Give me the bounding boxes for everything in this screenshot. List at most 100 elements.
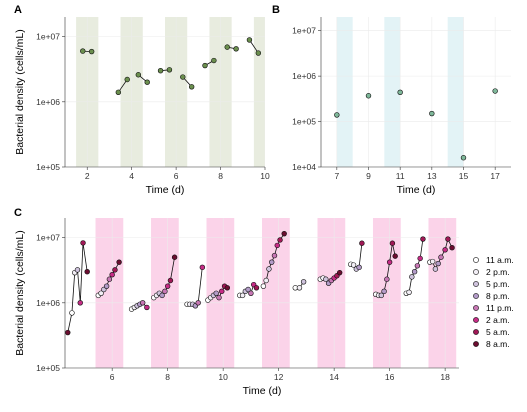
- y-tick-label: 1e+05: [36, 162, 60, 172]
- data-point: [274, 242, 280, 249]
- x-axis-title: Time (d): [243, 385, 282, 397]
- data-point: [269, 259, 275, 265]
- data-point: [442, 247, 448, 253]
- x-tick-label: 8: [218, 171, 223, 181]
- data-point: [365, 93, 372, 99]
- band: [336, 17, 353, 167]
- x-tick-label: 9: [366, 171, 371, 181]
- data-point: [411, 269, 418, 275]
- legend-marker: [473, 329, 479, 335]
- series-line: [406, 239, 424, 294]
- legend: 11 a.m. 2 p.m. 5 p.m. 8 p.m. 11 p.m. 2 a.m. 5 …: [473, 255, 514, 349]
- y-tick-label: 1e+07: [292, 26, 316, 36]
- data-point: [115, 89, 122, 95]
- data-point: [323, 276, 329, 282]
- data-point: [180, 74, 186, 80]
- data-point: [77, 300, 83, 306]
- legend-label: 2 p.m.: [486, 267, 510, 277]
- data-point: [429, 110, 435, 117]
- legend-label: 8 a.m.: [486, 339, 510, 349]
- band: [428, 218, 457, 368]
- legend-label: 11 a.m.: [486, 255, 514, 265]
- data-point: [164, 283, 171, 289]
- data-point: [109, 271, 115, 278]
- legend-label: 11 p.m.: [486, 303, 514, 313]
- data-point: [378, 292, 385, 299]
- data-point: [432, 266, 439, 272]
- data-point: [239, 292, 246, 299]
- plot-area: [65, 218, 459, 368]
- data-point: [224, 44, 230, 50]
- series-line: [187, 267, 203, 307]
- y-axis-title: Bacterial density (cells/mL): [14, 29, 26, 154]
- data-point: [144, 79, 150, 85]
- data-point: [103, 283, 110, 289]
- data-point: [253, 285, 260, 291]
- x-tick-label: 11: [396, 171, 405, 181]
- data-point: [277, 237, 283, 243]
- x-tick-label: 4: [129, 171, 134, 181]
- data-point: [233, 46, 239, 52]
- data-point: [384, 276, 390, 282]
- data-point: [296, 285, 303, 291]
- data-point: [263, 277, 269, 284]
- data-point: [417, 255, 423, 262]
- data-point: [199, 264, 206, 271]
- panel-label: B: [272, 4, 280, 16]
- y-tick-label: 1e+07: [36, 233, 60, 243]
- y-axis-title: Bacterial density (cells/mL): [14, 230, 26, 355]
- data-point: [80, 240, 86, 246]
- legend-marker: [473, 257, 479, 263]
- y-tick-label: 1e+04: [292, 162, 316, 172]
- legend-marker: [473, 317, 479, 323]
- data-point: [266, 266, 272, 272]
- legend-marker: [473, 305, 479, 311]
- data-point: [381, 288, 387, 295]
- y-tick-label: 1e+06: [292, 71, 316, 81]
- x-tick-label: 10: [260, 171, 270, 181]
- data-point: [334, 112, 340, 118]
- data-point: [246, 37, 253, 43]
- data-point: [438, 254, 444, 260]
- band: [317, 218, 346, 368]
- data-point: [98, 290, 104, 296]
- data-point: [116, 259, 122, 265]
- panel-label: A: [14, 4, 22, 16]
- data-point: [162, 288, 168, 295]
- plot-area: [321, 17, 511, 167]
- data-point: [124, 76, 130, 83]
- data-point: [406, 289, 412, 295]
- data-point: [429, 258, 436, 265]
- y-tick-label: 1e+05: [36, 363, 60, 373]
- data-point: [219, 288, 225, 295]
- y-tick-label: 1e+07: [36, 32, 60, 42]
- y-tick-label: 1e+05: [292, 117, 316, 127]
- data-point: [260, 283, 267, 289]
- data-point: [271, 252, 278, 259]
- data-point: [245, 286, 251, 293]
- data-point: [248, 290, 254, 296]
- data-point: [84, 269, 90, 275]
- x-tick-label: 10: [218, 372, 228, 382]
- data-point: [195, 300, 201, 306]
- data-point: [336, 269, 343, 276]
- data-point: [159, 292, 165, 299]
- data-point: [202, 62, 208, 69]
- legend-label: 8 p.m.: [486, 291, 510, 301]
- data-point: [135, 72, 142, 78]
- x-tick-label: 6: [110, 372, 115, 382]
- panel-a: 2 4 6 8 10 1e+05 1e+06 1e+07 Time (d) Bacterial d…: [14, 4, 270, 196]
- data-point: [389, 240, 396, 246]
- data-point: [414, 263, 421, 269]
- data-point: [445, 236, 451, 242]
- series-line: [67, 242, 88, 333]
- x-tick-label: 6: [174, 171, 179, 181]
- y-tick-label: 1e+06: [36, 298, 60, 308]
- x-tick-label: 17: [490, 171, 500, 181]
- data-point: [460, 155, 467, 161]
- x-tick-label: 14: [329, 372, 339, 382]
- data-point: [213, 290, 219, 296]
- x-tick-label: 13: [427, 171, 437, 181]
- panel-c: 6 8 10 12 14 16 18 1e+05 1e+06 1e+07 Time (d) Bacte…: [14, 207, 459, 397]
